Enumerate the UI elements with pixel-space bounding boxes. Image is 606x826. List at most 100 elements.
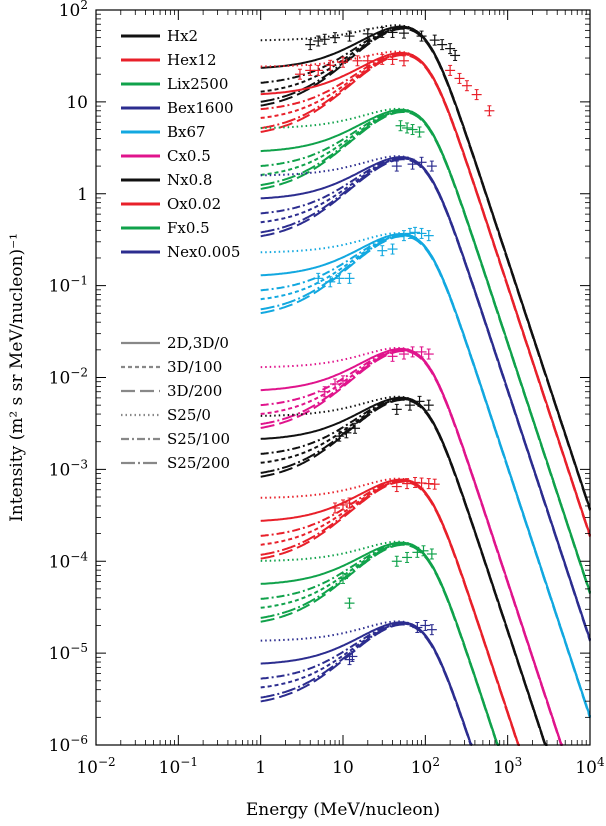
data-point-Hx2 xyxy=(437,39,448,51)
data-point-Bx67 xyxy=(313,272,324,284)
y-tick-label: 1 xyxy=(77,185,88,205)
curve-Fx0.5-S25/100 xyxy=(260,541,500,746)
data-point-Hx2 xyxy=(450,49,461,61)
data-point-Bx67 xyxy=(325,276,336,288)
curve-Nx0.8-S25/200 xyxy=(260,398,547,746)
data-point-Fx0.5 xyxy=(402,551,413,563)
data-point-Hx2 xyxy=(398,27,409,39)
data-point-Ox0.02 xyxy=(402,478,413,490)
curve-Ox0.02-3D/100 xyxy=(260,479,520,746)
data-point-Hex12 xyxy=(454,72,465,84)
legend-label-Hex12: Hex12 xyxy=(167,51,217,69)
x-tick-label: 10−2 xyxy=(76,755,115,778)
curve-Hex12-S25/0 xyxy=(260,50,591,536)
data-point-Fx0.5 xyxy=(426,548,437,560)
legend-style-label: 2D,3D/0 xyxy=(167,334,229,352)
data-point-Cx0.5 xyxy=(407,346,418,358)
data-point-Bx67 xyxy=(387,243,398,255)
data-point-Nex0.005 xyxy=(420,619,431,631)
data-point-Hx2 xyxy=(344,30,355,42)
data-point-Bex1600 xyxy=(416,156,427,168)
curve-Nex0.005-3D/200 xyxy=(260,623,473,746)
data-point-Nx0.8 xyxy=(341,427,352,439)
data-point-Hx2 xyxy=(377,26,388,38)
curve-Fx0.5-S25/200 xyxy=(260,543,500,746)
data-point-Fx0.5 xyxy=(412,546,423,558)
data-point-Cx0.5 xyxy=(330,378,341,390)
data-point-Hx2 xyxy=(362,28,373,40)
curve-Lix2500-2D,3D/0 xyxy=(260,108,591,593)
x-tick-label: 10−1 xyxy=(159,755,198,778)
curve-Lix2500-S25/100 xyxy=(260,109,591,593)
data-point-Bx67 xyxy=(423,230,434,242)
curve-Lix2500-3D/200 xyxy=(260,111,591,595)
y-tick-label: 102 xyxy=(59,0,88,21)
x-axis-title: Energy (MeV/nucleon) xyxy=(246,800,440,820)
curve-Bx67-S25/0 xyxy=(260,232,591,717)
data-point-Nx0.8 xyxy=(423,399,434,411)
legend-label-Hx2: Hx2 xyxy=(167,27,198,45)
data-point-Bx67 xyxy=(416,227,427,239)
x-tick-label: 10 xyxy=(332,758,354,778)
legend-label-Fx0.5: Fx0.5 xyxy=(167,219,210,237)
data-point-Cx0.5 xyxy=(416,346,427,358)
data-point-Cx0.5 xyxy=(398,348,409,360)
data-point-Lix2500 xyxy=(414,126,425,138)
curve-Ox0.02-S25/200 xyxy=(260,479,520,746)
data-point-Hex12 xyxy=(461,80,472,92)
data-point-Hex12 xyxy=(445,64,456,76)
curve-Hex12-S25/200 xyxy=(260,53,591,537)
data-point-Nex0.005 xyxy=(412,622,423,634)
data-point-Bx67 xyxy=(404,227,415,239)
data-point-Cx0.5 xyxy=(387,350,398,362)
data-point-Ox0.02 xyxy=(338,499,348,511)
data-point-Hx2 xyxy=(429,34,440,46)
data-point-Nx0.8 xyxy=(404,399,415,411)
y-axis-title: Intensity (m² s sr MeV/nucleon)⁻¹ xyxy=(7,233,27,522)
x-tick-label: 102 xyxy=(411,755,440,778)
data-point-Hx2 xyxy=(445,43,456,55)
legend-label-Cx0.5: Cx0.5 xyxy=(167,147,211,165)
data-point-Hex12 xyxy=(387,53,398,65)
legend-style-label: S25/0 xyxy=(167,406,211,424)
curve-Hex12-3D/100 xyxy=(260,53,591,537)
legend-style-label: 3D/100 xyxy=(167,358,222,376)
data-point-Hex12 xyxy=(377,53,388,65)
data-point-Cx0.5 xyxy=(319,386,330,398)
data-point-Lix2500 xyxy=(395,120,406,132)
curve-Nx0.8-3D/100 xyxy=(260,397,547,746)
data-point-Hex12 xyxy=(362,55,373,67)
data-point-Hx2 xyxy=(319,33,330,45)
x-tick-label: 103 xyxy=(493,755,522,778)
data-point-Cx0.5 xyxy=(338,375,348,387)
data-point-Nx0.8 xyxy=(334,430,345,442)
data-point-Hx2 xyxy=(387,26,398,38)
y-tick-label: 10−5 xyxy=(49,641,88,664)
data-point-Bex1600 xyxy=(426,160,437,172)
curve-Bx67-3D/200 xyxy=(260,235,591,719)
y-tick-label: 10 xyxy=(66,93,88,113)
legend-style-label: S25/200 xyxy=(167,454,230,472)
curve-Hx2-S25/200 xyxy=(260,26,591,510)
data-point-Hx2 xyxy=(305,39,316,51)
data-point-Hex12 xyxy=(484,105,495,117)
data-point-Bx67 xyxy=(334,272,345,284)
legend-label-Nx0.8: Nx0.8 xyxy=(167,171,212,189)
curve-Ox0.02-3D/200 xyxy=(260,480,520,746)
data-point-Hex12 xyxy=(294,68,305,80)
x-tick-label: 1 xyxy=(255,758,266,778)
legend-label-Nex0.005: Nex0.005 xyxy=(167,243,240,261)
data-point-Fx0.5 xyxy=(338,572,348,584)
data-point-Hex12 xyxy=(338,56,348,68)
data-point-Hex12 xyxy=(313,64,324,76)
data-point-Hex12 xyxy=(325,59,336,71)
data-point-Hx2 xyxy=(313,35,324,47)
curve-Bx67-3D/100 xyxy=(260,234,591,718)
curve-Bx67-S25/200 xyxy=(260,234,591,718)
data-point-Bx67 xyxy=(410,226,421,238)
data-point-Nex0.005 xyxy=(347,650,358,662)
legend-label-Lix2500: Lix2500 xyxy=(167,75,228,93)
data-point-Nex0.005 xyxy=(426,624,437,636)
data-point-Bx67 xyxy=(344,272,355,284)
